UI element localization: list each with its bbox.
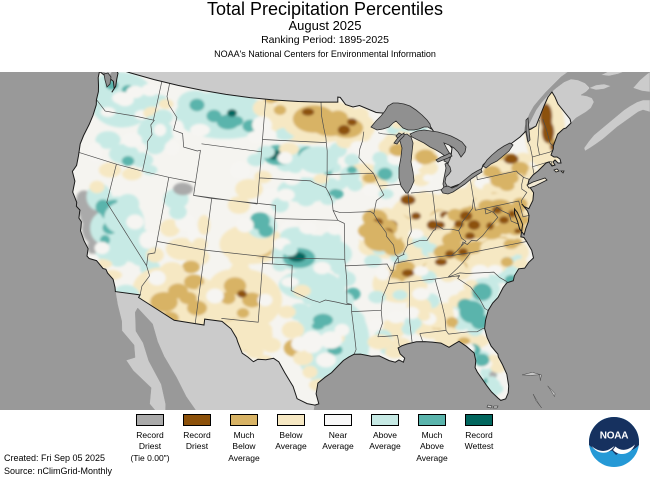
svg-text:NOAA: NOAA bbox=[600, 431, 628, 442]
